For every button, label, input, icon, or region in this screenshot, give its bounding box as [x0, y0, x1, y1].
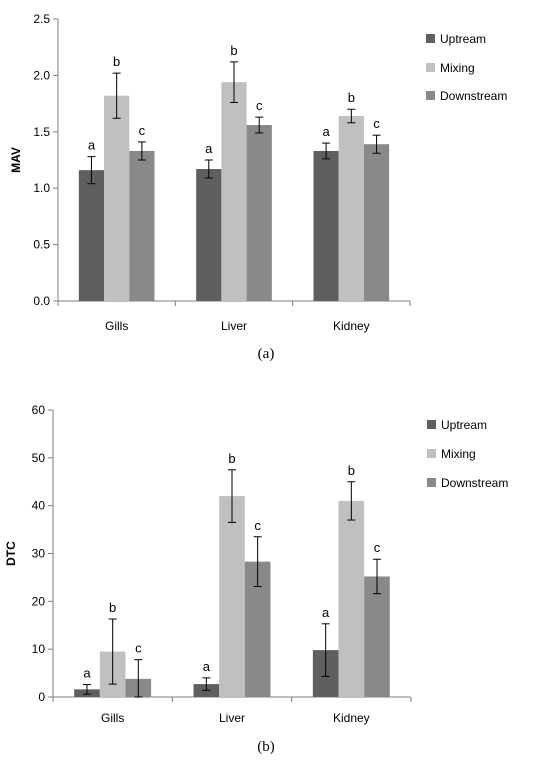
bar [246, 125, 272, 301]
significance-label: a [83, 666, 91, 681]
significance-label: b [113, 54, 120, 69]
significance-label: c [374, 540, 381, 555]
chart-dtc: 0 10 20 30 40 50 60 DTC Gills a b c Liver a b c Kidney a b… [4, 403, 508, 755]
bar [196, 169, 222, 301]
y-axis-title: MAV [9, 147, 23, 173]
y-tick-label: 1.5 [33, 125, 50, 139]
bar [129, 150, 155, 301]
category-label: Kidney [333, 711, 370, 725]
y-tick-label: 60 [32, 403, 46, 417]
y-tick-label: 40 [32, 499, 46, 513]
significance-label: a [322, 605, 330, 620]
significance-label: b [348, 90, 355, 105]
panel-label: (b) [257, 739, 275, 755]
legend-swatch [426, 63, 435, 72]
legend-swatch [427, 420, 436, 429]
y-tick-label: 0.5 [33, 238, 50, 252]
significance-label: b [228, 451, 235, 466]
y-tick-label: 10 [32, 642, 46, 656]
y-tick-label: 1.0 [33, 181, 50, 195]
significance-label: b [109, 600, 116, 615]
significance-label: c [139, 123, 146, 138]
bar [363, 144, 390, 301]
legend-label: Mixing [441, 447, 476, 461]
y-tick-label: 30 [32, 547, 46, 561]
significance-label: c [254, 518, 261, 533]
bar [364, 576, 390, 697]
legend-label: Uptream [440, 32, 486, 46]
legend-label: Mixing [440, 61, 475, 75]
significance-label: b [230, 43, 237, 58]
bar [338, 500, 365, 697]
category-label: Gills [105, 319, 128, 333]
significance-label: c [256, 98, 263, 113]
bar [104, 95, 130, 301]
bar [338, 116, 364, 302]
significance-label: a [322, 124, 330, 139]
category-label: Liver [219, 711, 245, 725]
y-tick-label: 0.0 [33, 294, 50, 308]
significance-label: a [203, 659, 211, 674]
y-tick-label: 0 [38, 690, 45, 704]
significance-label: a [205, 141, 213, 156]
significance-label: b [348, 463, 355, 478]
y-axis-title: DTC [4, 541, 18, 566]
category-label: Liver [221, 319, 247, 333]
y-tick-label: 20 [32, 594, 46, 608]
legend-swatch [426, 34, 435, 43]
legend-label: Downstream [441, 476, 508, 490]
bar [313, 150, 339, 301]
legend-swatch [426, 91, 435, 100]
y-tick-label: 2.0 [33, 68, 50, 82]
significance-label: c [373, 116, 380, 131]
chart-mav: 0.0 0.5 1.0 1.5 2.0 2.5 MAV Gills a b c Liver a b c Kid… [9, 12, 507, 362]
panel-label: (a) [258, 346, 275, 362]
significance-label: c [135, 641, 142, 656]
legend-swatch [427, 449, 436, 458]
legend-label: Uptream [441, 418, 487, 432]
bar [78, 170, 105, 301]
bar [221, 82, 247, 301]
legend-label: Downstream [440, 89, 507, 103]
y-tick-label: 2.5 [33, 12, 50, 26]
bar [219, 496, 245, 697]
significance-label: a [88, 138, 96, 153]
category-label: Kidney [333, 319, 370, 333]
y-tick-label: 50 [32, 451, 46, 465]
category-label: Gills [101, 711, 124, 725]
legend-swatch [427, 478, 436, 487]
